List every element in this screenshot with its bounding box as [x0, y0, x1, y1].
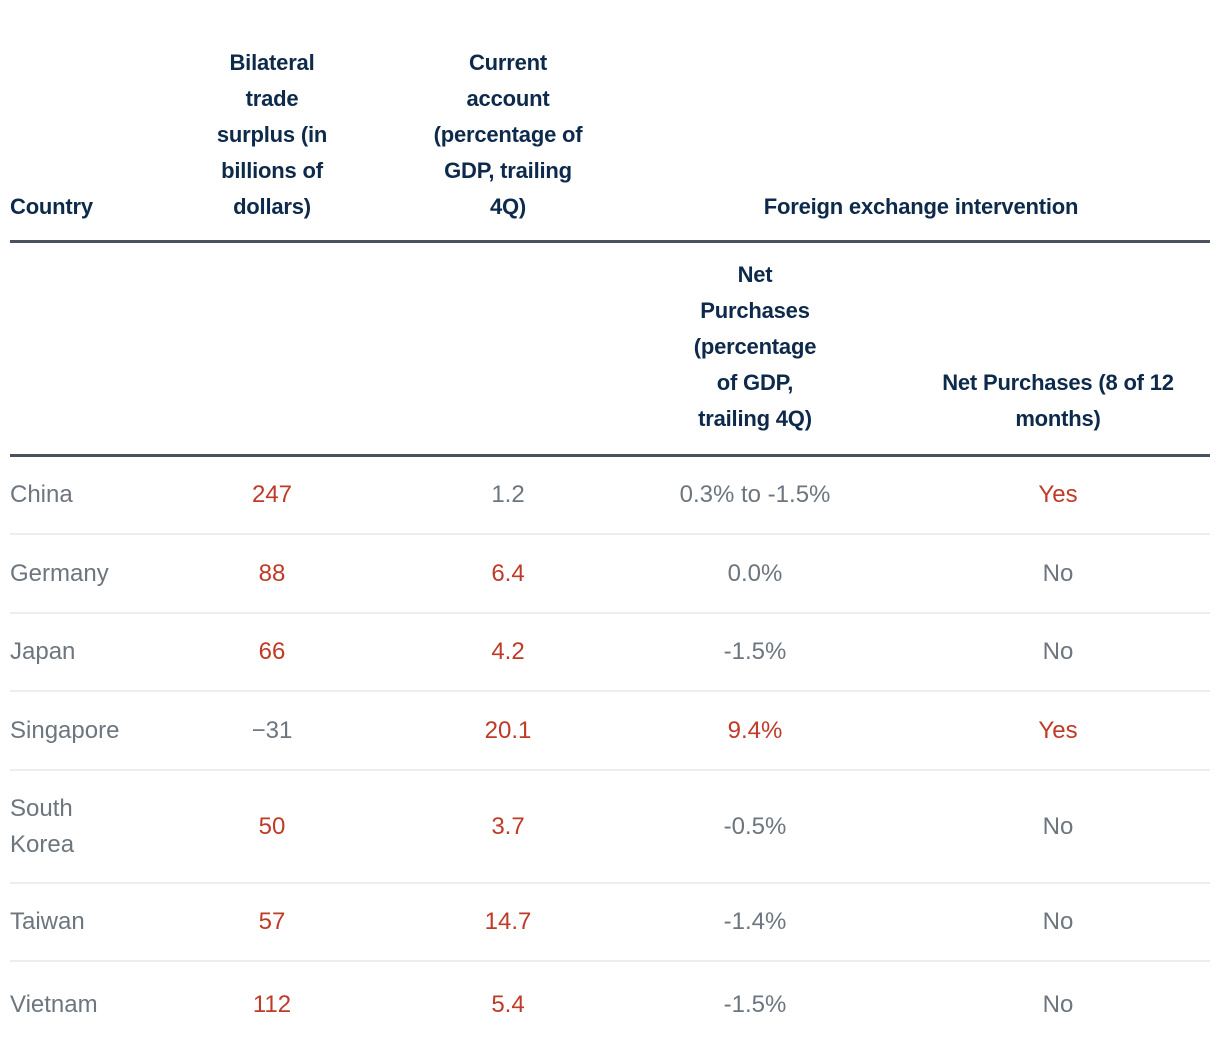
bilateral-value-cell: 57	[258, 908, 286, 935]
table-header-row-2: Net Purchases (percentage of GDP, traili…	[10, 243, 1210, 454]
country-cell: South Korea	[10, 794, 75, 858]
net-purchases-pct-value-cell: 9.4%	[727, 716, 783, 744]
net-purchases-pct-value-cell: 0.3% to -1.5%	[679, 481, 831, 508]
country-cell: China	[10, 481, 73, 508]
net-purchases-pct-value-cell: -1.4%	[723, 908, 787, 935]
current-account-value-cell: 20.1	[484, 716, 532, 744]
table-row: China 247 1.2 0.3% to -1.5% Yes	[10, 457, 1210, 535]
net-purchases-pct-value-cell: 0.0%	[727, 559, 783, 587]
bilateral-value-cell: 112	[252, 990, 292, 1018]
net-purchases-months-header: Net Purchases (8 of 12 months)	[942, 370, 1174, 431]
current-account-header: Current account (percentage of GDP, trai…	[433, 50, 583, 219]
net-purchases-pct-value-cell: -1.5%	[723, 990, 787, 1018]
table-row: Taiwan 57 14.7 -1.4% No	[10, 884, 1210, 962]
table-body: China 247 1.2 0.3% to -1.5% Yes Germany …	[10, 457, 1210, 1047]
net-purchases-months-value-cell: No	[1042, 559, 1074, 587]
header-rule-bottom	[10, 454, 1210, 457]
current-account-value-cell: 5.4	[491, 990, 525, 1018]
country-cell: Vietnam	[10, 990, 98, 1018]
current-account-value-cell: 14.7	[484, 908, 532, 935]
net-purchases-pct-value-cell: -1.5%	[723, 638, 787, 665]
bilateral-value-cell: 88	[258, 559, 286, 587]
current-account-value-cell: 6.4	[491, 559, 525, 587]
country-cell: Singapore	[10, 716, 120, 744]
net-purchases-months-value-cell: No	[1042, 990, 1074, 1018]
current-account-value-cell: 3.7	[491, 812, 525, 840]
bilateral-value-cell: 247	[251, 481, 293, 508]
table-row: Japan 66 4.2 -1.5% No	[10, 614, 1210, 692]
net-purchases-months-value-cell: Yes	[1038, 481, 1078, 508]
net-purchases-months-value-cell: Yes	[1038, 716, 1078, 744]
table-row: Germany 88 6.4 0.0% No	[10, 535, 1210, 614]
table-header-row-1: Country Bilateral trade surplus (in bill…	[10, 0, 1210, 240]
net-purchases-months-value-cell: No	[1042, 812, 1074, 840]
table-row: Singapore −31 20.1 9.4% Yes	[10, 692, 1210, 771]
table-row: South Korea 50 3.7 -0.5% No	[10, 771, 1210, 884]
country-header: Country	[10, 194, 93, 219]
net-purchases-pct-header: Net Purchases (percentage of GDP, traili…	[693, 262, 817, 431]
net-purchases-months-value-cell: No	[1042, 908, 1074, 935]
current-account-value-cell: 1.2	[491, 481, 525, 508]
current-account-value-cell: 4.2	[491, 638, 525, 665]
country-cell: Japan	[10, 638, 76, 665]
net-purchases-pct-value-cell: -0.5%	[723, 812, 787, 840]
bilateral-trade-surplus-header: Bilateral trade surplus (in billions of …	[216, 50, 328, 219]
table-row: Vietnam 112 5.4 -1.5% No	[10, 962, 1210, 1047]
net-purchases-months-value-cell: No	[1042, 638, 1074, 665]
country-cell: Taiwan	[10, 908, 85, 935]
bilateral-value-cell: 66	[258, 638, 286, 665]
country-cell: Germany	[10, 559, 109, 587]
bilateral-value-cell: 50	[258, 812, 286, 840]
fx-intervention-group-header: Foreign exchange intervention	[763, 194, 1079, 219]
header-rule-top	[10, 240, 1210, 243]
bilateral-value-cell: −31	[251, 716, 293, 744]
